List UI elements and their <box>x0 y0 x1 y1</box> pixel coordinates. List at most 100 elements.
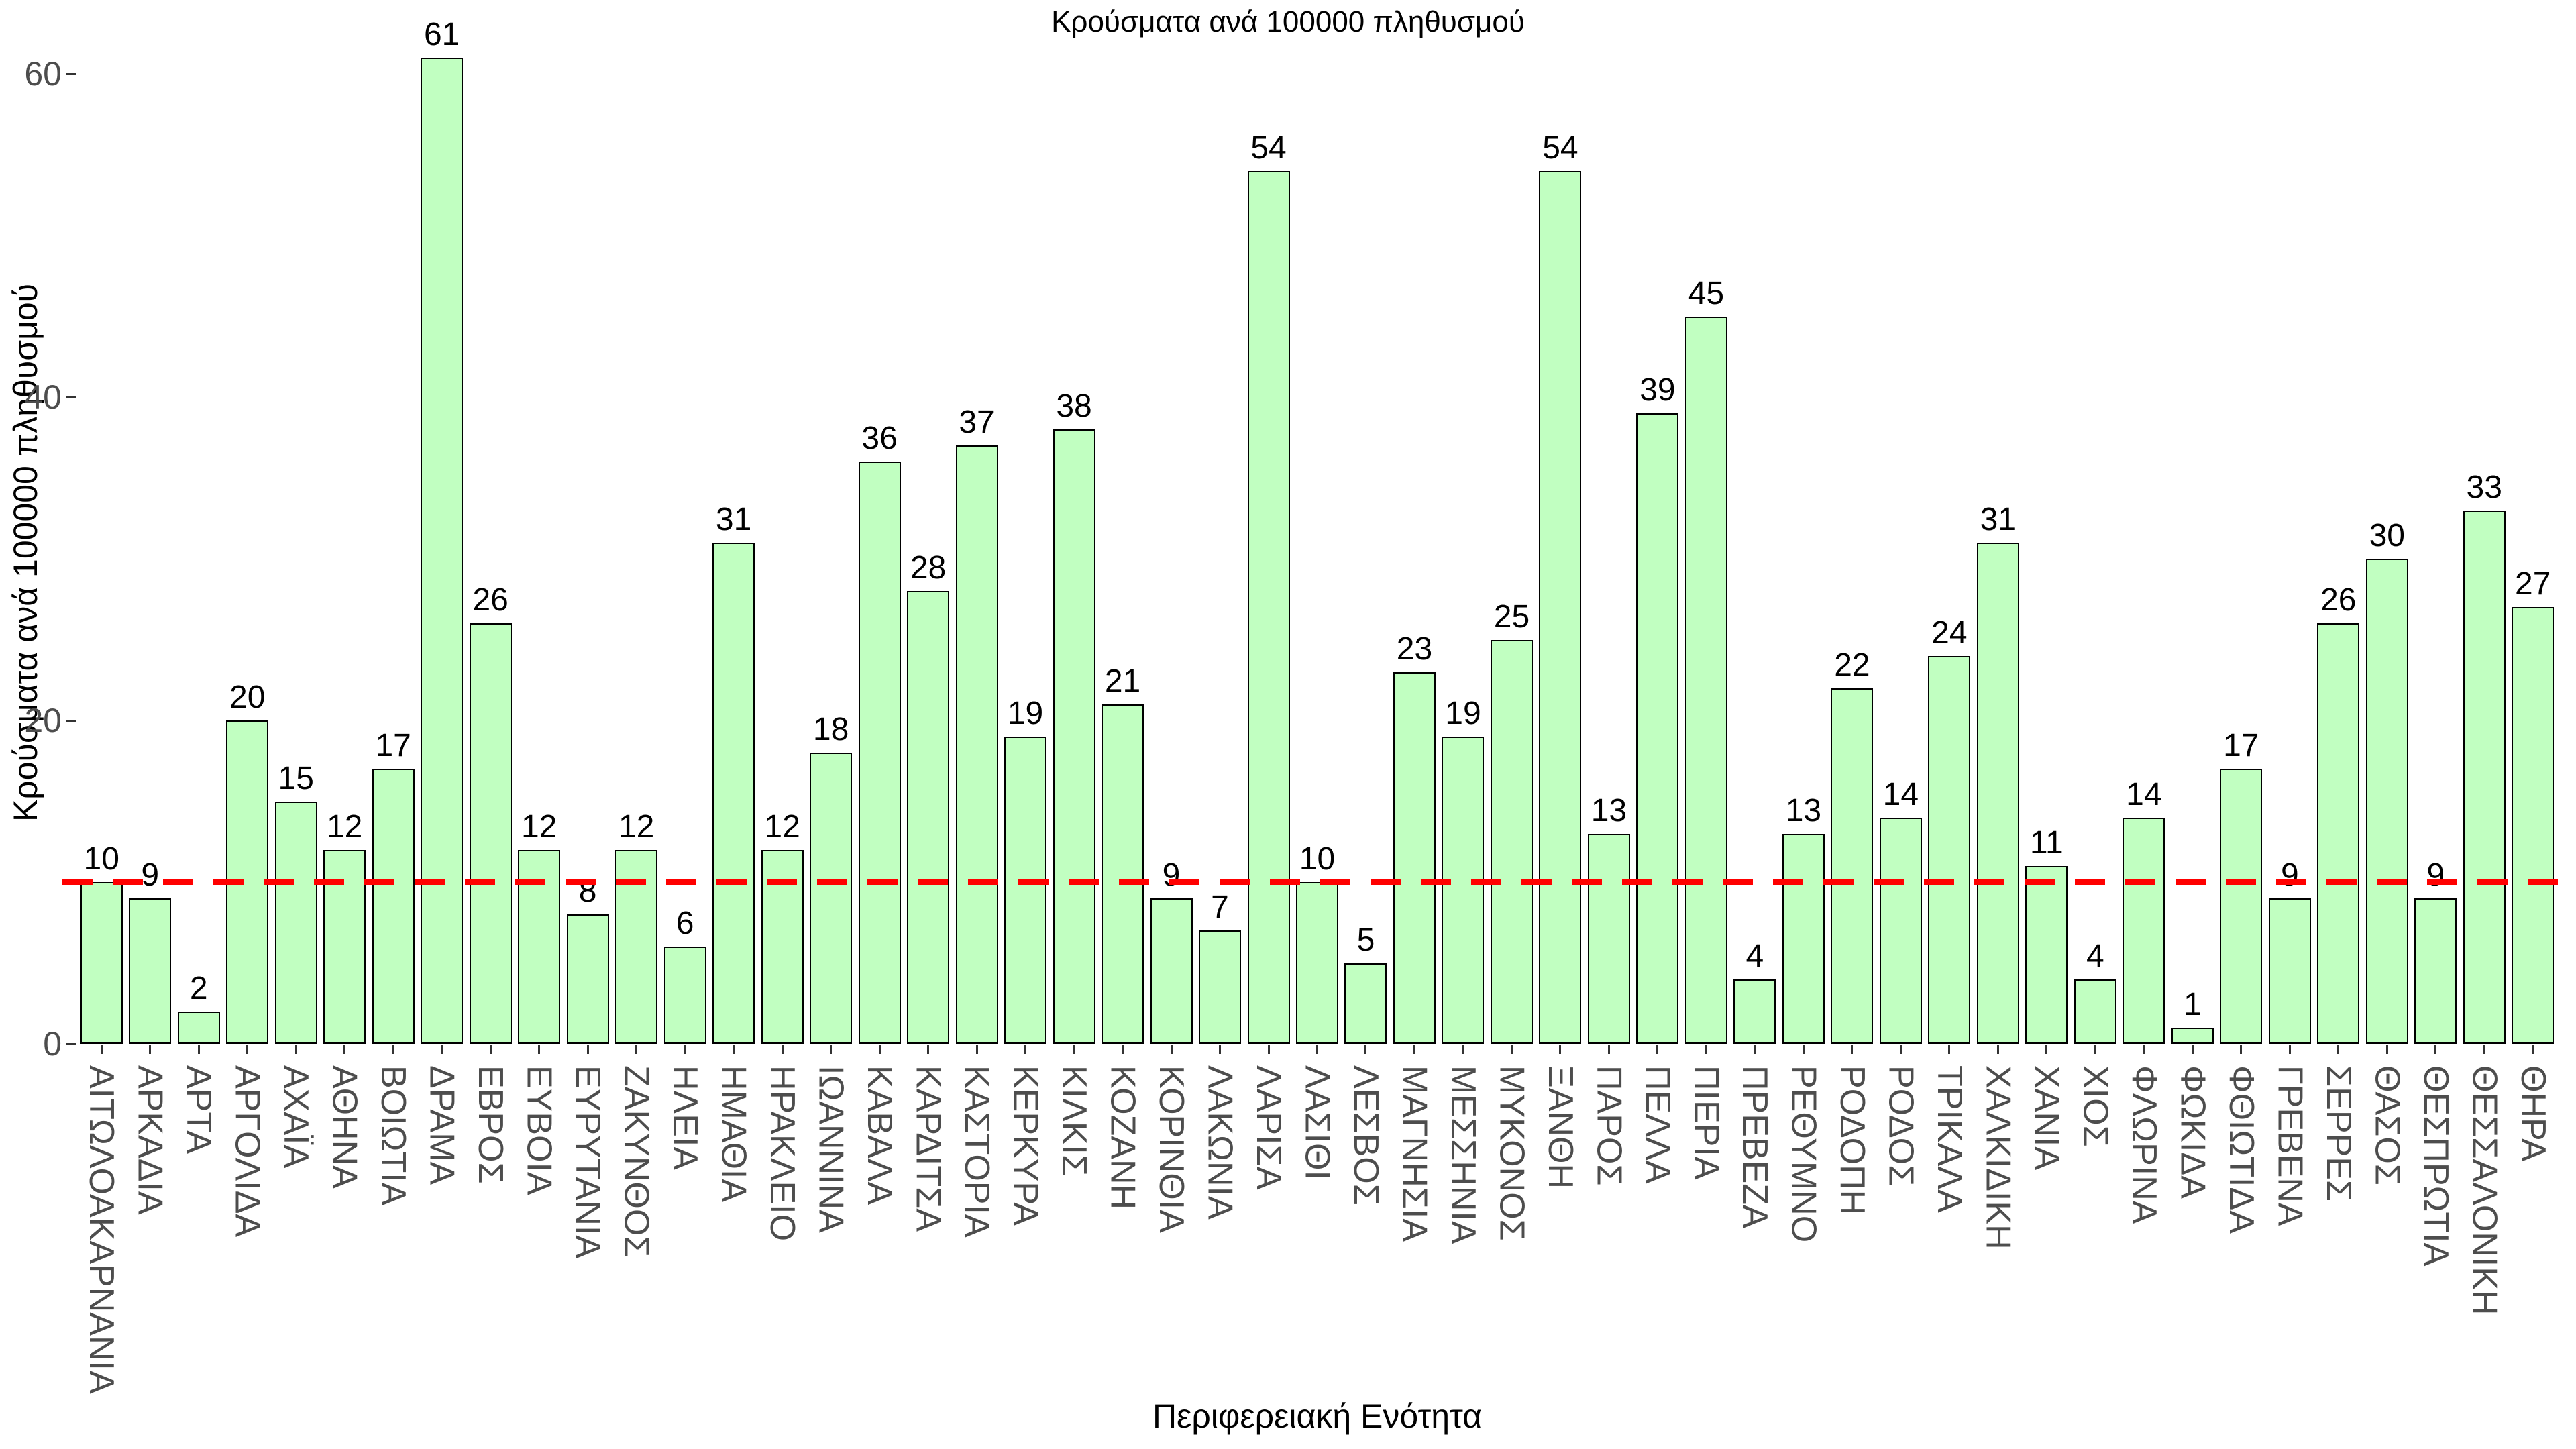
x-axis-tick <box>1802 1045 1805 1054</box>
x-axis-category-label: ΕΥΡΥΤΑΝΙΑ <box>568 1065 608 1259</box>
bar <box>274 801 317 1044</box>
bar-value-label: 31 <box>1980 501 2017 537</box>
x-axis-tick <box>2191 1045 2194 1054</box>
x-axis-category-label: ΘΗΡΑ <box>2513 1065 2553 1162</box>
x-axis-category-label: ΜΕΣΣΗΝΙΑ <box>1443 1065 1483 1244</box>
bar-value-label: 61 <box>423 16 460 52</box>
x-axis-tick <box>538 1045 541 1054</box>
bar-value-label: 7 <box>1211 890 1229 926</box>
x-axis-category-label: ΚΟΖΑΝΗ <box>1103 1065 1142 1210</box>
bar <box>2220 769 2263 1044</box>
bar-value-label: 9 <box>2426 857 2445 894</box>
x-axis-category-label: ΑΙΤΩΛΟΑΚΑΡΝΑΝΙΑ <box>82 1065 121 1394</box>
x-axis-category-label: ΑΡΓΟΛΙΔΑ <box>227 1065 267 1238</box>
x-axis-category-label: ΦΩΚΙΔΑ <box>2173 1065 2212 1199</box>
bar <box>1928 655 1971 1044</box>
bar-value-label: 19 <box>1007 696 1044 732</box>
x-axis-category-label: ΗΡΑΚΛΕΙΟ <box>763 1065 802 1242</box>
x-axis-tick <box>1316 1045 1318 1054</box>
x-axis-tick <box>1607 1045 1610 1054</box>
bar-value-label: 4 <box>1746 938 1764 974</box>
bar-value-label: 26 <box>472 582 508 619</box>
bar <box>663 947 706 1044</box>
x-axis-category-label: ΒΟΙΩΤΙΑ <box>374 1065 413 1206</box>
x-axis-tick <box>294 1045 297 1054</box>
x-axis-category-label: ΚΙΛΚΙΣ <box>1055 1065 1094 1177</box>
x-axis-category-label: ΘΕΣΠΡΩΤΙΑ <box>2416 1065 2455 1267</box>
x-axis-tick <box>1267 1045 1270 1054</box>
bar <box>421 57 464 1044</box>
x-axis-tick <box>441 1045 443 1054</box>
bar <box>1150 898 1193 1044</box>
bar-value-label: 39 <box>1640 372 1676 409</box>
x-axis-tick <box>2532 1045 2534 1054</box>
reference-line <box>62 879 2573 885</box>
x-axis-category-label: ΧΑΝΙΑ <box>2027 1065 2066 1171</box>
x-axis-category-label: ΧΑΛΚΙΔΙΚΗ <box>1978 1065 2018 1250</box>
bar <box>177 1011 220 1044</box>
x-axis-category-label: ΖΑΚΥΝΘΟΣ <box>616 1065 656 1258</box>
bar-value-label: 9 <box>2280 857 2299 894</box>
bar-value-label: 6 <box>676 906 694 942</box>
bar-value-label: 54 <box>1542 129 1578 166</box>
bar-value-label: 13 <box>1785 792 1822 828</box>
bar <box>810 753 853 1044</box>
x-axis-tick <box>1754 1045 1756 1054</box>
bar-value-label: 22 <box>1834 647 1870 683</box>
x-axis-tick <box>2094 1045 2096 1054</box>
x-axis-tick <box>1170 1045 1173 1054</box>
bar <box>1490 639 1533 1044</box>
x-axis-category-label: ΠΕΛΛΑ <box>1638 1065 1677 1184</box>
x-axis-tick <box>733 1045 735 1054</box>
bar-value-label: 38 <box>1056 388 1092 425</box>
bar <box>2171 1027 2214 1044</box>
bar-value-label: 19 <box>1445 696 1481 732</box>
y-axis-tick-label: 0 <box>43 1025 62 1063</box>
bar <box>907 591 950 1044</box>
bar-value-label: 18 <box>812 712 849 748</box>
bar-value-label: 12 <box>326 808 363 845</box>
bar-value-label: 4 <box>2086 938 2104 974</box>
x-axis-tick <box>2385 1045 2388 1054</box>
y-axis-tick <box>66 1042 76 1045</box>
bar <box>1684 316 1727 1044</box>
bar <box>1539 170 1582 1044</box>
bar-value-label: 25 <box>1493 598 1530 635</box>
bar-value-label: 14 <box>2126 776 2162 812</box>
x-axis-category-label: ΕΥΒΟΙΑ <box>519 1065 559 1195</box>
bar <box>2025 865 2068 1044</box>
x-axis-tick <box>2483 1045 2485 1054</box>
bar-value-label: 10 <box>1299 841 1336 877</box>
x-axis-tick <box>392 1045 394 1054</box>
bar-value-label: 11 <box>2029 824 2063 861</box>
bar-value-label: 17 <box>375 728 411 764</box>
x-axis-tick <box>2240 1045 2243 1054</box>
x-axis-category-label: ΣΕΡΡΕΣ <box>2318 1065 2358 1202</box>
x-axis-category-label: ΛΕΣΒΟΣ <box>1346 1065 1385 1205</box>
x-axis-tick <box>149 1045 152 1054</box>
x-axis-tick <box>1705 1045 1707 1054</box>
x-axis-category-label: ΑΡΚΑΔΙΑ <box>130 1065 170 1215</box>
x-axis-title: Περιφερειακή Ενότητα <box>1152 1397 1483 1435</box>
bar <box>1976 542 2019 1044</box>
x-axis-tick <box>1073 1045 1075 1054</box>
y-axis-tick-label: 60 <box>24 55 62 93</box>
x-axis-category-label: ΘΑΣΟΣ <box>2367 1065 2407 1185</box>
x-axis-category-label: ΠΡΕΒΕΖΑ <box>1735 1065 1774 1228</box>
bar <box>372 769 415 1044</box>
x-axis-tick <box>684 1045 686 1054</box>
x-axis-category-label: ΡΕΘΥΜΝΟ <box>1784 1065 1823 1243</box>
x-axis-category-label: ΘΕΣΣΑΛΟΝΙΚΗ <box>2465 1065 2504 1316</box>
bar-value-label: 36 <box>861 421 898 457</box>
x-axis-tick <box>343 1045 346 1054</box>
bar-value-label: 28 <box>910 550 947 586</box>
bar <box>2317 623 2360 1044</box>
bar <box>712 542 755 1044</box>
x-axis-category-label: ΛΑΣΙΘΙ <box>1297 1065 1337 1180</box>
bar <box>469 623 512 1044</box>
bar-value-label: 12 <box>618 808 655 845</box>
x-axis-category-label: ΛΑΚΩΝΙΑ <box>1200 1065 1240 1220</box>
bar-value-label: 15 <box>278 760 314 796</box>
bar <box>1831 688 1874 1044</box>
bar <box>1879 817 1922 1044</box>
